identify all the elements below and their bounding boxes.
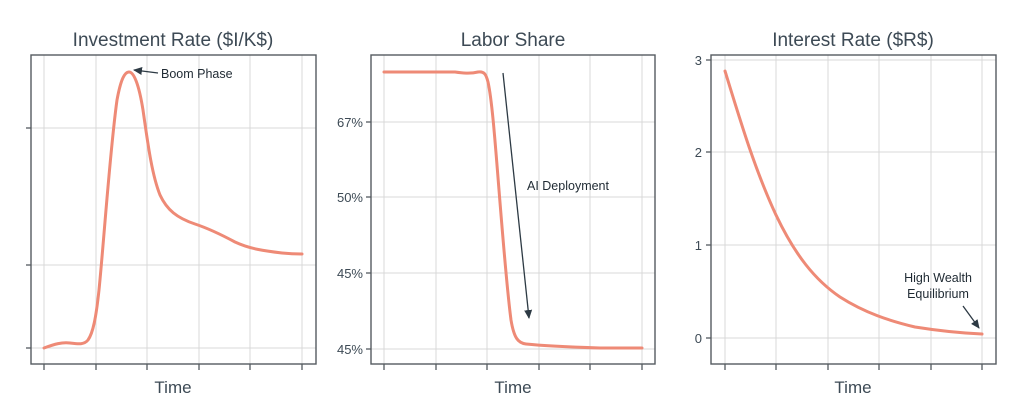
annotation-arrow: [502, 72, 533, 319]
gridlines: [711, 55, 996, 364]
plot-frame: [710, 54, 997, 365]
x-axis-label: Time: [494, 378, 531, 397]
annotation-arrow: [962, 305, 980, 329]
svg-text:67%: 67%: [337, 115, 363, 130]
axis-ticks: [706, 59, 983, 370]
x-axis-label: Time: [834, 378, 871, 397]
svg-text:1: 1: [695, 238, 702, 253]
gridlines: [31, 55, 316, 364]
svg-text:2: 2: [695, 145, 702, 160]
labor-share-curve: [382, 70, 644, 350]
gridlines: [371, 55, 655, 364]
axis-ticks: [26, 127, 303, 370]
panel-title: Investment Rate ($I/K$): [73, 30, 274, 51]
annotation-boom-phase: Boom Phase: [161, 67, 233, 81]
svg-text:3: 3: [695, 53, 702, 68]
panel-labor-share: Labor Share 67% 50: [337, 30, 656, 397]
y-tick-labels: 3 2 1 0: [695, 53, 702, 346]
investment-rate-curve: [42, 70, 304, 350]
plot-frame: [370, 54, 656, 365]
annotation-equilibrium: Equilibrium: [907, 287, 969, 301]
plot-frame: [30, 54, 317, 365]
x-axis-label: Time: [154, 378, 191, 397]
axis-ticks: [366, 121, 643, 370]
interest-rate-curve: [723, 69, 984, 336]
annotation-ai-deployment: AI Deployment: [527, 179, 610, 193]
y-tick-labels: 67% 50% 45% 45%: [337, 115, 363, 357]
svg-text:45%: 45%: [337, 342, 363, 357]
svg-text:45%: 45%: [337, 266, 363, 281]
panel-title: Labor Share: [461, 30, 566, 51]
svg-text:50%: 50%: [337, 190, 363, 205]
panel-investment-rate: Investment Rate ($I/K$) B: [26, 30, 317, 397]
annotation-arrow: [133, 67, 159, 75]
panel-title: Interest Rate ($R$): [772, 30, 934, 51]
svg-text:0: 0: [695, 331, 702, 346]
annotation-high-wealth: High Wealth: [904, 271, 972, 285]
panel-interest-rate: Interest Rate ($R$) 3: [695, 30, 997, 397]
